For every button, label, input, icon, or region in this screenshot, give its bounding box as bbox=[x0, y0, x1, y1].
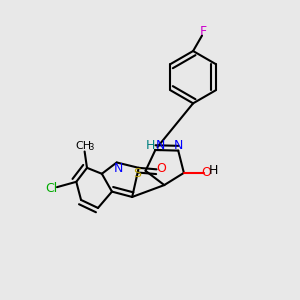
Text: Cl: Cl bbox=[46, 182, 58, 195]
Text: H: H bbox=[208, 164, 218, 177]
Text: 3: 3 bbox=[88, 143, 93, 152]
Text: CH: CH bbox=[76, 140, 92, 151]
Text: N: N bbox=[113, 162, 123, 175]
Text: O: O bbox=[201, 167, 211, 179]
Text: N: N bbox=[156, 139, 165, 152]
Text: N: N bbox=[174, 139, 184, 152]
Text: S: S bbox=[133, 167, 141, 180]
Text: H: H bbox=[145, 139, 155, 152]
Text: F: F bbox=[200, 25, 207, 38]
Text: O: O bbox=[156, 162, 166, 175]
